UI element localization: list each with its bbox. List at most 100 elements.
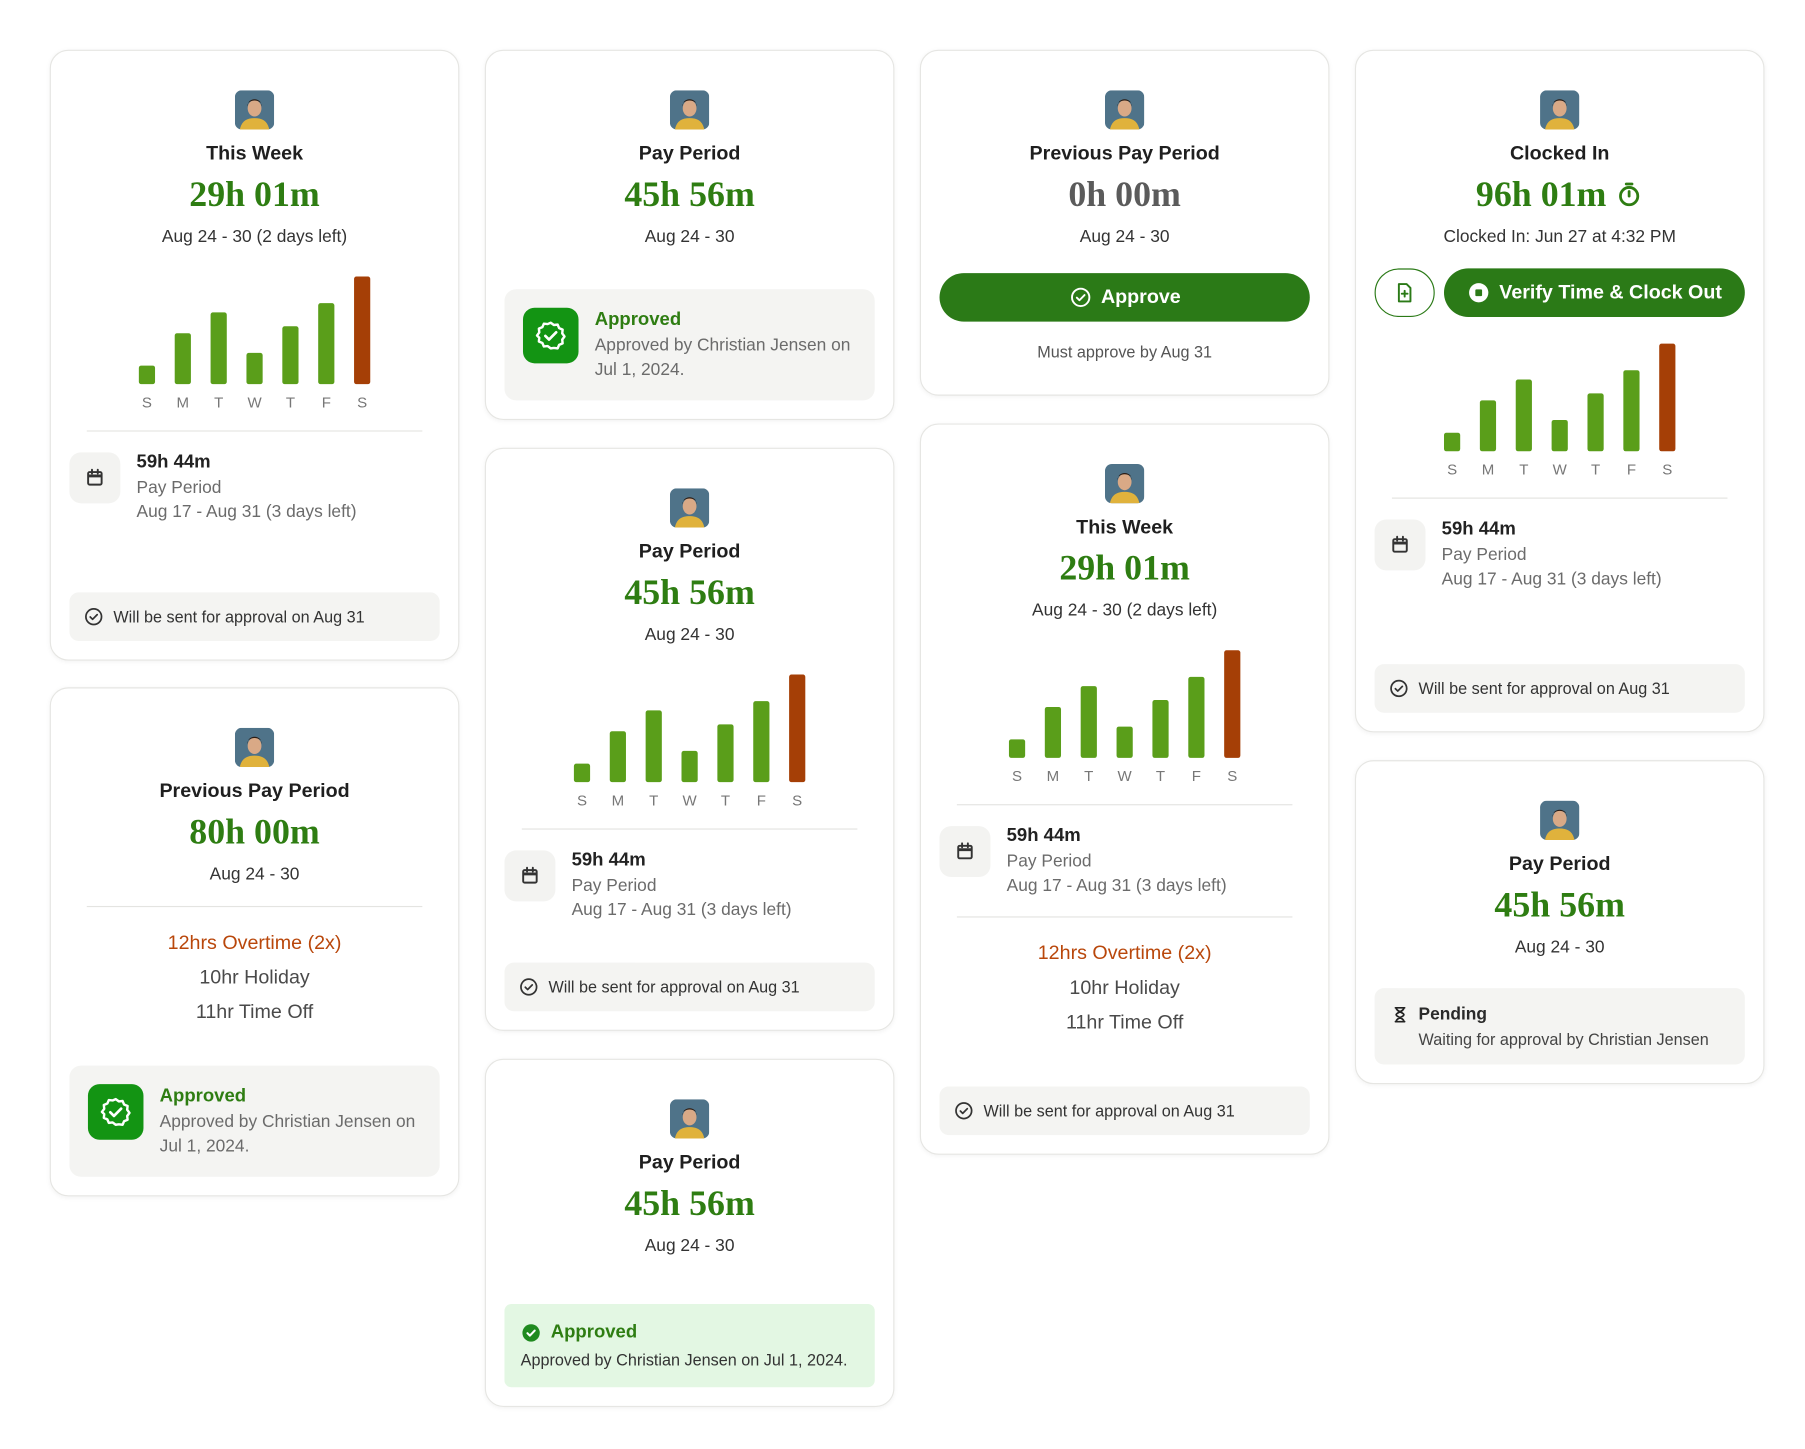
bar [1659,343,1676,452]
breakdown-item: 10hr Holiday [1069,976,1180,999]
summary-range: Aug 17 - Aug 31 (3 days left) [1006,875,1227,896]
check-icon [520,978,538,996]
summary-text: 59h 44m Pay Period Aug 17 - Aug 31 (3 days… [572,848,792,922]
day-label: S [1662,461,1672,478]
avatar [234,727,275,768]
total-value: 29h 01m [189,173,320,215]
avatar-photo [234,727,275,768]
approval-title: Approved [550,1322,638,1343]
button-label: Verify Time & Clock Out [1499,281,1722,304]
summary-range: Aug 17 - Aug 31 (3 days left) [1441,569,1662,589]
bar [354,276,371,385]
note-text: Will be sent for approval on Aug 31 [1418,679,1670,698]
approval-title: Approved [594,310,682,330]
date-range: Aug 24 - 30 [644,1235,735,1256]
pay-period-summary: 59h 44m Pay Period Aug 17 - Aug 31 (3 days… [1374,517,1745,591]
calendar-icon [957,842,973,860]
breakdown-item: 12hrs Overtime (2x) [167,931,342,954]
approved-badge [522,307,579,364]
approval-title: Approved [159,1086,247,1107]
verified-icon [100,1097,131,1126]
card-title: Pay Period [1508,852,1611,875]
card-title: Clocked In [1509,142,1610,165]
day-label: S [1447,461,1457,478]
day-label: W [683,792,698,809]
note-text: Will be sent for approval on Aug 31 [113,607,365,626]
hours-breakdown: 12hrs Overtime (2x) 10hr Holiday 11hr Time… [168,926,342,1030]
summary-card: Clocked In 96h 01m Clocked In: Jun 27 at 4… [1354,49,1765,733]
pay-period-summary: 59h 44m Pay Period Aug 17 - Aug 31 (3 days… [69,450,439,524]
avatar [1104,463,1145,504]
avatar [234,90,275,130]
avatar [1540,800,1580,841]
primary-button[interactable]: Verify Time & Clock Out [1443,268,1745,318]
timesheet-button[interactable] [1374,268,1435,318]
avatar-photo [1104,90,1145,130]
calendar-badge [939,826,991,878]
day-label: S [577,792,587,809]
calendar-icon [1392,535,1408,553]
divider [956,916,1293,918]
day-label: F [1627,461,1636,478]
summary-card: Pay Period 45h 56m Aug 24 - 30 S M T W T F S 59h 4… [484,447,895,1031]
calendar-icon [87,468,103,486]
avatar [669,488,710,528]
breakdown-item: 12hrs Overtime (2x) [1037,941,1212,964]
pending-status: Pending Waiting for approval by Christian… [1374,988,1745,1065]
stop-icon [1468,283,1489,303]
day-label: W [1553,461,1568,478]
avatar-photo [669,1099,710,1139]
summary-label: Pay Period [1441,544,1527,565]
day-label: T [1084,768,1093,785]
summary-range: Aug 17 - Aug 31 (3 days left) [136,502,357,522]
summary-text: 59h 44m Pay Period Aug 17 - Aug 31 (3 days… [1007,824,1227,898]
avatar [669,90,710,130]
day-label: T [721,792,730,809]
bar [1224,650,1241,758]
bar [210,312,227,385]
divider [86,905,423,908]
bar [1116,726,1133,758]
summary-card: Previous Pay Period 0h 00m Aug 24 - 30 Appr… [919,49,1330,396]
approval-text: Approved Approved by Christian Jensen on … [595,308,856,382]
card-title: Previous Pay Period [159,779,350,802]
day-label: F [757,792,766,809]
summary-card: Pay Period 45h 56m Aug 24 - 30 Pending Waiti… [1354,760,1765,1085]
pay-period-summary: 59h 44m Pay Period Aug 17 - Aug 31 (3 days… [939,824,1310,898]
primary-button[interactable]: Approve [939,273,1310,322]
date-range: Clocked In: Jun 27 at 4:32 PM [1443,226,1676,247]
bar [1008,739,1026,758]
approval-status: Approved Approved by Christian Jensen on … [504,289,875,401]
pending-title: Pending [1418,1004,1488,1024]
bar [789,674,806,783]
summary-label: Pay Period [571,875,657,896]
bar [573,763,591,783]
total-hours: 29h 01m [189,171,320,217]
day-label: M [1482,461,1495,478]
check-icon [85,608,103,626]
day-label: S [142,394,152,411]
bar [1080,686,1097,758]
avatar-photo [1104,463,1145,504]
approval-title-row: Approved [521,1320,859,1345]
day-label: S [792,792,802,809]
day-label: M [177,394,190,411]
hours-breakdown: 12hrs Overtime (2x) 10hr Holiday 11hr Time… [1038,936,1212,1040]
calendar-badge [1374,519,1426,571]
calendar-icon [522,866,538,884]
divider [86,430,423,432]
bar [1551,420,1568,452]
bar [1152,700,1169,758]
date-range: Aug 24 - 30 [644,226,735,247]
bar [645,710,662,783]
day-label: T [1519,461,1528,478]
verified-icon [535,321,566,350]
avatar-photo [669,90,710,130]
approval-detail: Approved by Christian Jensen on Jul 1, 2… [159,1111,416,1156]
file-icon [1397,283,1412,303]
